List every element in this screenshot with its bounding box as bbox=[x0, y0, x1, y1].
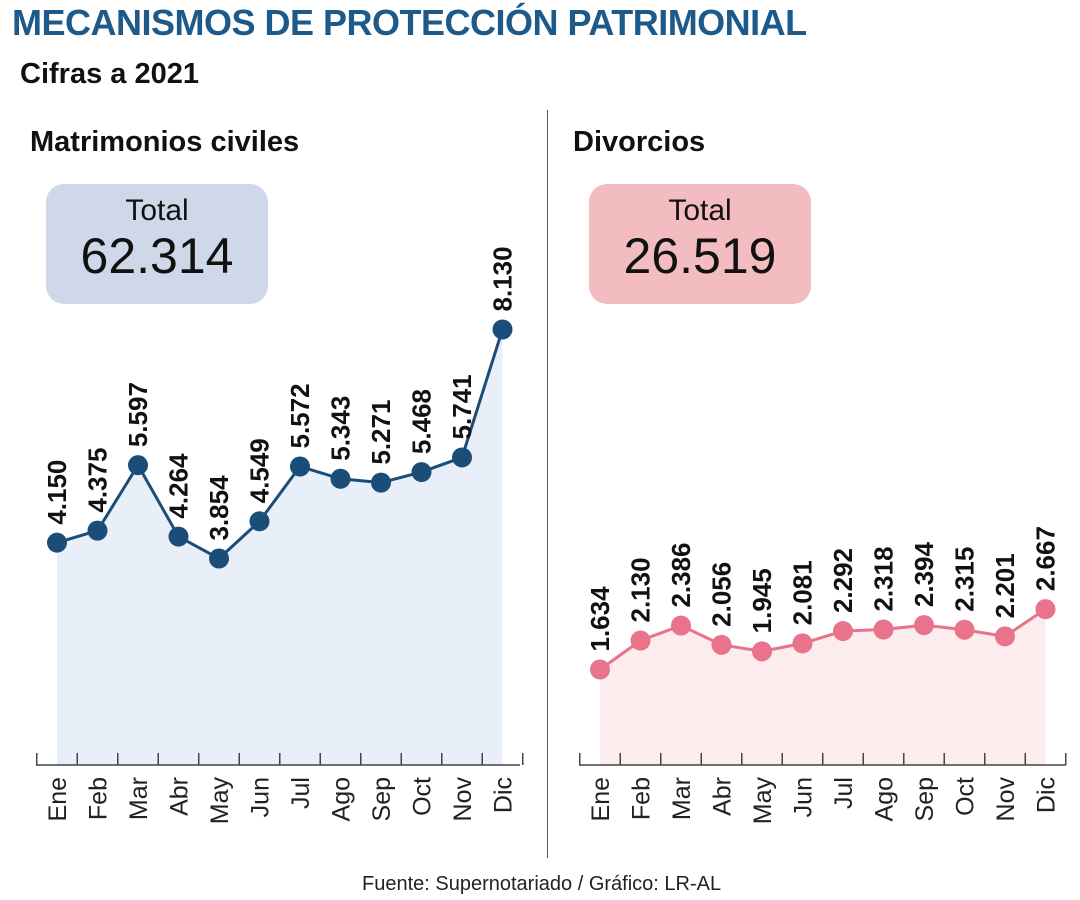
data-point bbox=[330, 468, 351, 489]
data-label: 2.386 bbox=[666, 542, 696, 607]
x-tick-label: Dic bbox=[1033, 777, 1061, 813]
data-label: 5.271 bbox=[366, 400, 396, 465]
data-point bbox=[954, 619, 975, 640]
x-tick-label: Oct bbox=[952, 777, 980, 816]
data-label: 2.318 bbox=[869, 546, 899, 611]
data-label: 2.056 bbox=[707, 562, 737, 627]
data-label: 4.264 bbox=[164, 453, 194, 519]
data-label: 5.741 bbox=[447, 374, 477, 439]
panel-title-divorcios: Divorcios bbox=[573, 126, 706, 158]
data-label: 4.150 bbox=[42, 460, 72, 525]
x-tick-label: Abr bbox=[709, 777, 737, 816]
data-point bbox=[128, 455, 148, 476]
x-tick-label: Jun bbox=[790, 777, 818, 817]
data-point bbox=[411, 462, 432, 483]
x-tick-label: Mar bbox=[668, 777, 696, 820]
x-tick-label: Ene bbox=[587, 777, 615, 821]
x-tick-label: Sep bbox=[911, 777, 939, 821]
total-value: 26.519 bbox=[623, 228, 777, 284]
data-point bbox=[873, 619, 894, 640]
total-box-matrimonios: Total 62.314 bbox=[46, 184, 268, 304]
data-label: 2.315 bbox=[950, 547, 980, 612]
x-tick-label: Jul bbox=[830, 777, 858, 809]
x-tick-label: Mar bbox=[125, 777, 153, 820]
x-tick-label: Feb bbox=[628, 777, 656, 820]
x-tick-label: Ago bbox=[871, 777, 899, 821]
x-tick-label: Ago bbox=[328, 777, 356, 821]
x-tick-label: Nov bbox=[449, 777, 477, 822]
panel-title-matrimonios: Matrimonios civiles bbox=[30, 126, 300, 158]
data-label: 2.081 bbox=[788, 560, 818, 625]
data-point bbox=[792, 633, 813, 654]
x-tick-label: Ene bbox=[44, 777, 72, 821]
data-label: 2.201 bbox=[990, 553, 1020, 618]
data-label: 5.468 bbox=[407, 389, 437, 454]
x-tick-label: Dic bbox=[490, 777, 518, 813]
data-label: 2.394 bbox=[909, 541, 939, 607]
data-label: 4.375 bbox=[83, 448, 113, 513]
x-tick-label: Abr bbox=[166, 777, 194, 816]
data-point bbox=[752, 641, 772, 662]
x-tick-label: May bbox=[206, 777, 234, 825]
data-label: 8.130 bbox=[488, 246, 518, 311]
x-tick-label: Nov bbox=[992, 777, 1020, 822]
data-point bbox=[833, 621, 853, 642]
data-label: 4.549 bbox=[245, 438, 275, 503]
total-label: Total bbox=[125, 194, 189, 227]
data-label: 2.130 bbox=[626, 557, 656, 622]
x-tick-label: Oct bbox=[409, 777, 437, 816]
data-point bbox=[671, 615, 691, 636]
data-point bbox=[1035, 599, 1056, 620]
area-fill bbox=[600, 609, 1046, 765]
data-point bbox=[249, 511, 270, 532]
x-tick-label: May bbox=[749, 777, 777, 825]
total-value: 62.314 bbox=[80, 228, 234, 284]
data-point bbox=[209, 548, 229, 569]
data-label: 3.854 bbox=[204, 475, 234, 541]
x-tick-label: Feb bbox=[85, 777, 113, 820]
data-label: 5.343 bbox=[326, 396, 356, 461]
data-label: 1.634 bbox=[585, 586, 615, 652]
data-point bbox=[995, 626, 1015, 647]
data-point bbox=[290, 456, 310, 477]
x-tick-label: Sep bbox=[368, 777, 396, 821]
area-fill bbox=[57, 329, 503, 765]
data-point bbox=[711, 634, 732, 655]
data-label: 2.667 bbox=[1031, 526, 1061, 591]
data-point bbox=[47, 532, 67, 553]
data-point bbox=[630, 630, 651, 651]
data-label: 1.945 bbox=[747, 568, 777, 633]
data-point bbox=[168, 526, 189, 547]
data-point bbox=[914, 615, 934, 636]
data-point bbox=[590, 659, 610, 680]
data-label: 5.597 bbox=[123, 382, 153, 447]
data-point bbox=[371, 472, 391, 493]
total-box-divorcios: Total 26.519 bbox=[589, 184, 811, 304]
data-point bbox=[452, 447, 472, 468]
data-point bbox=[492, 319, 513, 340]
data-label: 5.572 bbox=[285, 383, 315, 448]
x-tick-label: Jul bbox=[287, 777, 315, 809]
data-point bbox=[87, 520, 108, 541]
source-note: Fuente: Supernotariado / Gráfico: LR-AL bbox=[362, 873, 722, 895]
data-label: 2.292 bbox=[828, 548, 858, 613]
total-label: Total bbox=[668, 194, 732, 227]
chart-subtitle: Cifras a 2021 bbox=[20, 58, 199, 90]
panel-divider bbox=[547, 110, 548, 858]
x-tick-label: Jun bbox=[247, 777, 275, 817]
chart-title: MECANISMOS DE PROTECCIÓN PATRIMONIAL bbox=[12, 2, 807, 43]
